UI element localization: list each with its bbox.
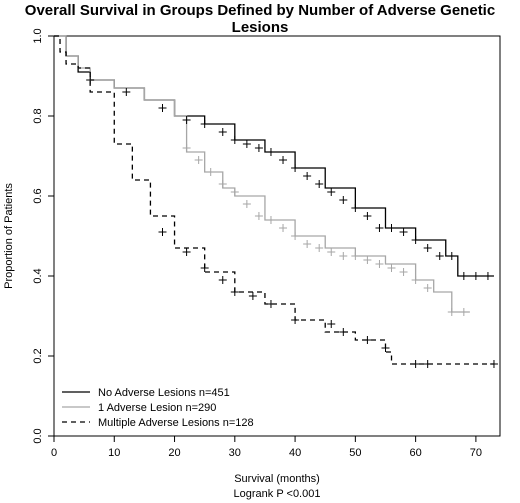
censor-mark (363, 336, 372, 344)
censor-mark (242, 200, 251, 208)
censor-mark (387, 264, 396, 272)
censor-mark (218, 276, 227, 284)
x-tick-label: 10 (108, 447, 120, 459)
censor-mark (230, 188, 239, 196)
censor-mark (423, 284, 432, 292)
chart-title: Overall Survival in Groups Defined by Nu… (24, 2, 496, 36)
x-tick-label: 40 (289, 447, 301, 459)
censor-mark (327, 248, 336, 256)
censor-mark (339, 328, 348, 336)
censor-mark (351, 252, 360, 260)
censor-mark (291, 164, 300, 172)
censor-mark (327, 188, 336, 196)
censor-mark (363, 212, 372, 220)
censor-mark (182, 248, 191, 256)
censor-mark (200, 120, 209, 128)
censor-mark (194, 156, 203, 164)
legend-label-2: Multiple Adverse Lesions n=128 (98, 417, 254, 429)
censor-mark (218, 128, 227, 136)
censor-mark (291, 232, 300, 240)
series-line-2 (54, 35, 494, 365)
censor-mark (122, 88, 131, 96)
censor-mark (266, 216, 275, 224)
censor-mark (423, 360, 432, 368)
censor-mark (230, 288, 239, 296)
censor-mark (459, 272, 468, 280)
censor-mark (411, 360, 420, 368)
y-tick-label: 1.0 (32, 28, 44, 43)
x-axis-title: Survival (months) (234, 473, 320, 485)
censor-mark (303, 240, 312, 248)
censor-mark (411, 236, 420, 244)
y-tick-label: 0.4 (32, 268, 44, 283)
y-tick-label: 0.0 (32, 428, 44, 443)
censor-mark (327, 320, 336, 328)
censor-mark (399, 228, 408, 236)
censor-mark (279, 224, 288, 232)
censor-mark (254, 212, 263, 220)
y-axis-title: Proportion of Patients (3, 183, 15, 289)
series-line-0 (54, 35, 494, 277)
censor-mark (158, 228, 167, 236)
censor-mark (423, 244, 432, 252)
censor-mark (489, 360, 498, 368)
legend-label-0: No Adverse Lesions n=451 (98, 387, 230, 399)
plot-frame (53, 35, 501, 437)
legend-label-1: 1 Adverse Lesion n=290 (98, 402, 216, 414)
censor-mark (375, 260, 384, 268)
censor-mark (279, 156, 288, 164)
x-tick-label: 60 (409, 447, 421, 459)
censor-mark (483, 272, 492, 280)
x-tick-label: 50 (349, 447, 361, 459)
censor-mark (375, 224, 384, 232)
censor-mark (447, 308, 456, 316)
censor-mark (471, 272, 480, 280)
censor-mark (206, 168, 215, 176)
censor-mark (339, 196, 348, 204)
censor-mark (266, 300, 275, 308)
y-tick-label: 0.2 (32, 348, 44, 363)
axis-ticks: 0 10 20 30 40 50 60 70 0.0 0.2 0.4 0.6 0.8 1.0 (32, 28, 482, 459)
censor-mark (182, 144, 191, 152)
x-tick-label: 30 (229, 447, 241, 459)
censor-mark (254, 144, 263, 152)
censor-mark (200, 264, 209, 272)
x-tick-label: 20 (168, 447, 180, 459)
censor-mark (86, 76, 95, 84)
censor-mark (459, 308, 468, 316)
series-line-1 (54, 35, 470, 313)
censor-mark (381, 344, 390, 352)
x-axis-subtitle: Logrank P <0.001 (234, 488, 321, 500)
censor-mark (242, 140, 251, 148)
censor-mark (230, 136, 239, 144)
censor-mark (411, 276, 420, 284)
x-tick-label: 0 (51, 447, 57, 459)
censor-mark (266, 148, 275, 156)
censor-mark (303, 172, 312, 180)
legend: No Adverse Lesions n=451 1 Adverse Lesion… (62, 387, 254, 429)
y-tick-label: 0.8 (32, 108, 44, 123)
censor-mark (315, 180, 324, 188)
censor-mark (158, 104, 167, 112)
censor-mark (339, 252, 348, 260)
censor-mark (435, 252, 444, 260)
censor-mark (218, 180, 227, 188)
censor-mark (182, 116, 191, 124)
censor-mark (363, 256, 372, 264)
y-tick-label: 0.6 (32, 188, 44, 203)
censor-marks (86, 76, 498, 368)
censor-mark (315, 244, 324, 252)
censor-mark (387, 224, 396, 232)
survival-curves (54, 35, 494, 365)
censor-mark (399, 268, 408, 276)
censor-mark (447, 252, 456, 260)
censor-mark (291, 316, 300, 324)
censor-mark (351, 204, 360, 212)
censor-mark (248, 292, 257, 300)
x-tick-label: 70 (470, 447, 482, 459)
